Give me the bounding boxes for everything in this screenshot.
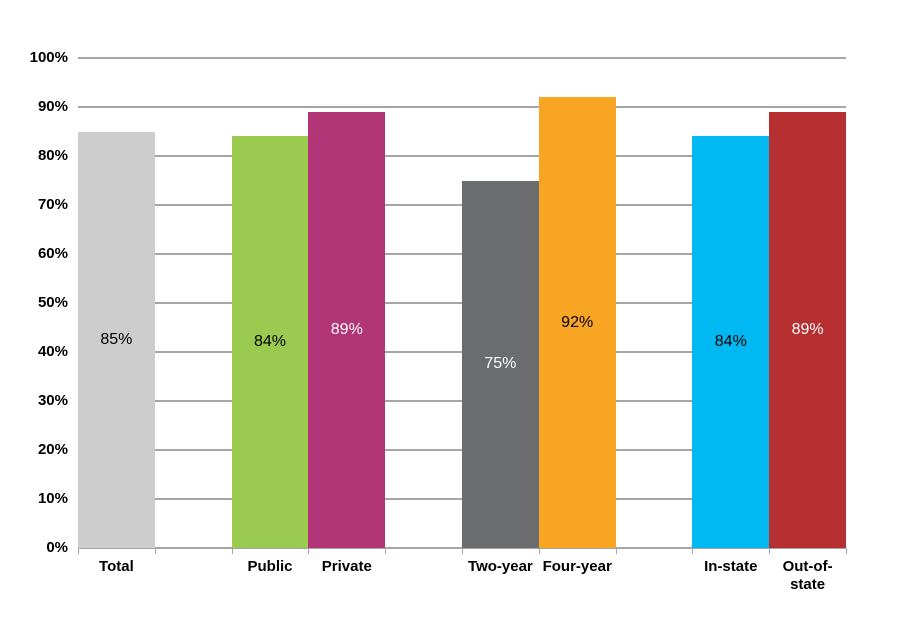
y-axis-tick-label: 0% — [46, 539, 68, 556]
y-axis-tick-label: 70% — [37, 196, 68, 213]
bar-out-of-state: 89% — [769, 111, 846, 548]
bar-value-label: 84% — [253, 333, 286, 351]
x-axis-category-label: Total — [99, 558, 134, 575]
gridline — [78, 155, 846, 157]
y-axis-tick-label: 20% — [37, 441, 68, 458]
x-axis-tick — [154, 548, 156, 554]
bar-value-label: 89% — [791, 320, 824, 338]
bar-value-label: 92% — [561, 313, 594, 331]
gridline — [78, 106, 846, 108]
x-axis-tick — [231, 548, 233, 554]
x-axis-category-label: Two-year — [468, 558, 533, 575]
bar-two-year: 75% — [462, 180, 539, 548]
x-axis-tick — [385, 548, 387, 554]
x-axis-category-label: Four-year — [542, 558, 612, 575]
gridline — [78, 57, 846, 59]
bar-private: 89% — [308, 111, 386, 548]
y-axis-tick-label: 80% — [37, 147, 68, 164]
bar-four-year: 92% — [538, 97, 616, 548]
x-axis-category-label: Public — [247, 558, 293, 575]
y-axis-tick-label: 30% — [37, 392, 68, 409]
x-axis-tick — [846, 548, 847, 554]
x-axis-category-label: Out-of-state — [782, 558, 833, 593]
x-axis-tick — [692, 548, 694, 554]
y-axis-tick-label: 60% — [37, 245, 68, 262]
y-axis-tick-label: 10% — [37, 490, 68, 507]
x-axis-tick — [615, 548, 617, 554]
bar-value-label: 89% — [330, 320, 363, 338]
y-axis-tick-label: 100% — [29, 49, 68, 66]
bar-public: 84% — [231, 136, 309, 548]
y-axis-tick-label: 90% — [37, 98, 68, 115]
x-axis-category-label: In-state — [704, 558, 758, 575]
x-axis-category-label: Private — [321, 558, 372, 575]
x-axis-tick — [78, 548, 79, 554]
x-axis-tick — [462, 548, 463, 554]
bar-value-label: 84% — [714, 333, 747, 351]
bar-value-label: 75% — [484, 355, 517, 373]
bar-value-label: 85% — [100, 330, 133, 348]
bar-in-state: 84% — [692, 136, 770, 548]
x-axis-tick — [538, 548, 540, 554]
x-axis-tick — [769, 548, 771, 554]
x-axis-tick — [308, 548, 310, 554]
y-axis-tick-label: 50% — [37, 294, 68, 311]
bar-total: 85% — [78, 131, 155, 548]
y-axis-tick-label: 40% — [37, 343, 68, 360]
